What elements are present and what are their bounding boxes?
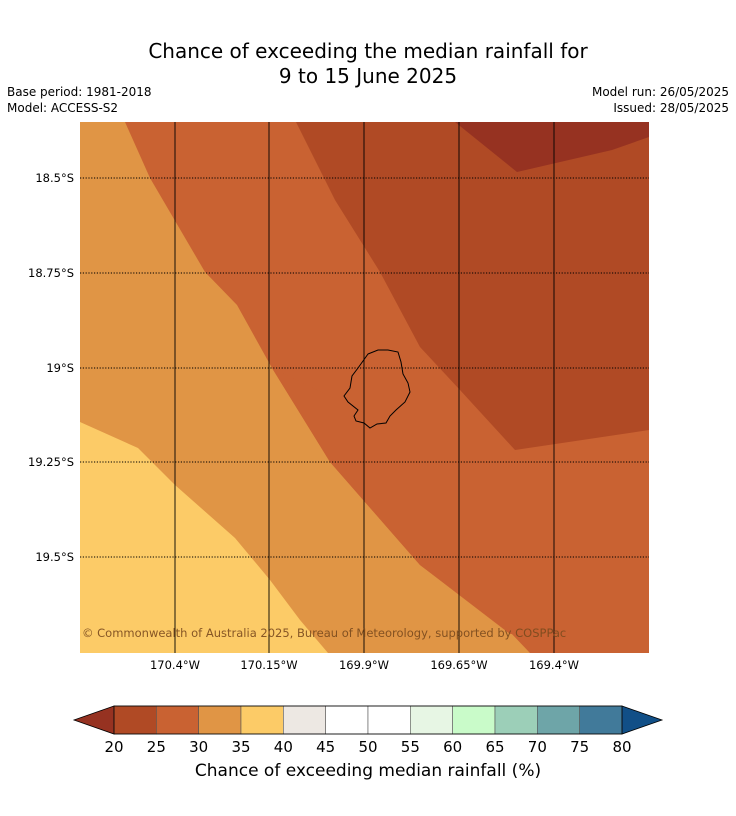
graticule-meridians xyxy=(174,122,555,653)
lon-label: 169.9°W xyxy=(339,658,389,672)
colorbar-tick-label: 65 xyxy=(485,738,504,756)
colorbar-cell xyxy=(579,705,623,735)
colorbar-tick-label: 25 xyxy=(147,738,166,756)
colorbar-cell xyxy=(494,705,538,735)
lon-label: 169.65°W xyxy=(430,658,487,672)
band-40-45 xyxy=(80,422,328,653)
colorbar-cell xyxy=(537,705,580,735)
colorbar-cell xyxy=(452,705,496,735)
lat-label: 18.5°S xyxy=(35,171,74,185)
map-title-line2: 9 to 15 June 2025 xyxy=(278,64,458,88)
issued-label: Issued: 28/05/2025 xyxy=(613,101,729,115)
map-panel xyxy=(80,122,649,653)
band-25-30 xyxy=(296,122,649,450)
copyright-text: © Commonwealth of Australia 2025, Bureau… xyxy=(82,626,566,640)
colorbar-tick-label: 60 xyxy=(443,738,462,756)
colorbar-tick-label: 50 xyxy=(358,738,377,756)
lon-label: 169.4°W xyxy=(529,658,579,672)
lat-label: 19.5°S xyxy=(35,550,74,564)
colorbar-cell xyxy=(113,705,157,735)
lat-label: 18.75°S xyxy=(28,266,74,280)
colorbar-cell xyxy=(367,705,411,735)
colorbar-tick-label: 45 xyxy=(316,738,335,756)
lat-label: 19°S xyxy=(46,361,74,375)
colorbar-tick-label: 40 xyxy=(274,738,293,756)
base-period-label: Base period: 1981-2018 xyxy=(7,85,152,99)
model-label: Model: ACCESS-S2 xyxy=(7,101,119,115)
lat-label: 19.25°S xyxy=(28,455,74,469)
colorbar-over-arrow xyxy=(621,705,664,735)
band-20-25 xyxy=(455,122,649,172)
colorbar-cell xyxy=(198,705,242,735)
model-info-right: Model run: 26/05/2025 Issued: 28/05/2025 xyxy=(592,84,729,116)
colorbar-tick-label: 35 xyxy=(231,738,250,756)
colorbar-title: Chance of exceeding median rainfall (%) xyxy=(194,761,542,781)
colorbar-under-arrow xyxy=(72,705,115,735)
colorbar-tick-label: 30 xyxy=(189,738,208,756)
colorbar: 20 25 30 35 40 45 50 55 60 65 70 75 80 xyxy=(72,705,664,756)
colorbar-tick-label: 80 xyxy=(612,738,631,756)
colorbar-tick-label: 20 xyxy=(104,738,123,756)
colorbar-cell xyxy=(410,705,453,735)
model-info-left: Base period: 1981-2018 Model: ACCESS-S2 xyxy=(7,84,152,116)
colorbar-tick-label: 70 xyxy=(528,738,547,756)
colorbar-cell xyxy=(240,705,284,735)
colorbar-frame xyxy=(113,705,623,735)
colorbar-tick-label: 55 xyxy=(401,738,420,756)
lon-label: 170.15°W xyxy=(240,658,297,672)
island-outline xyxy=(343,349,411,429)
map-title-line1: Chance of exceeding the median rainfall … xyxy=(148,39,588,63)
model-run-label: Model run: 26/05/2025 xyxy=(591,85,729,99)
colorbar-cell xyxy=(156,705,199,735)
lon-label: 170.4°W xyxy=(150,658,200,672)
colorbar-tick-label: 75 xyxy=(570,738,589,756)
colorbar-cell xyxy=(325,705,369,735)
colorbar-cell xyxy=(283,705,326,735)
